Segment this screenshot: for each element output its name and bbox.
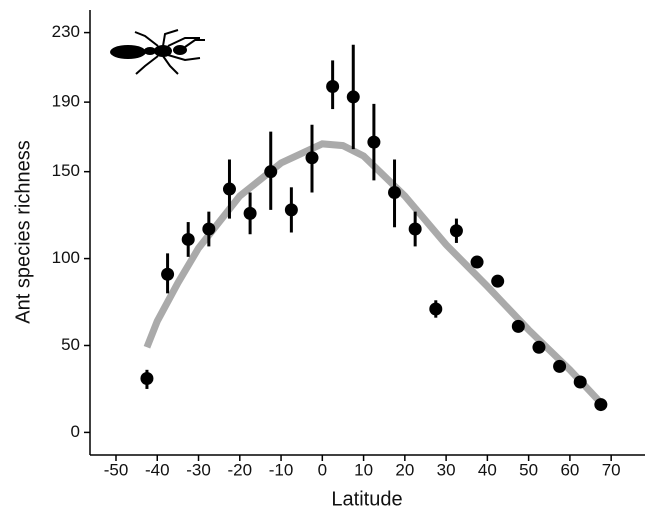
point (181, 232, 195, 246)
x-tick-label: -10 (269, 460, 294, 479)
point (305, 151, 319, 165)
x-tick-label: -30 (186, 460, 211, 479)
y-axis-title: Ant species richness (12, 140, 34, 323)
point (367, 135, 381, 149)
x-tick-label: 50 (519, 460, 538, 479)
x-tick-label: 20 (395, 460, 414, 479)
y-tick-label: 150 (52, 161, 80, 180)
point (346, 90, 360, 104)
x-tick-label: -20 (227, 460, 252, 479)
x-tick-label: 40 (478, 460, 497, 479)
x-tick-label: -50 (104, 460, 129, 479)
point (553, 359, 567, 373)
ant-icon (110, 29, 205, 75)
point (491, 274, 505, 288)
point (222, 182, 236, 196)
point (140, 372, 154, 386)
point (573, 375, 587, 389)
x-axis-title: Latitude (331, 488, 402, 510)
fit-curve (143, 140, 604, 406)
point (429, 302, 443, 316)
y-tick-label: 230 (52, 22, 80, 41)
point (470, 255, 484, 269)
point (264, 165, 278, 179)
point (388, 186, 402, 200)
point (202, 222, 216, 236)
y-tick-label: 50 (61, 335, 80, 354)
x-tick-label: 10 (354, 460, 373, 479)
x-tick-label: 70 (602, 460, 621, 479)
point (511, 319, 525, 333)
point (326, 79, 340, 93)
y-tick-label: 0 (71, 422, 80, 441)
point (449, 224, 463, 238)
point (243, 206, 257, 220)
point (161, 267, 175, 281)
x-tick-label: -40 (145, 460, 170, 479)
x-tick-label: 60 (560, 460, 579, 479)
point (532, 340, 546, 354)
x-tick-label: 30 (437, 460, 456, 479)
x-tick-label: 0 (318, 460, 327, 479)
y-tick-label: 190 (52, 92, 80, 111)
point (594, 398, 608, 412)
point (284, 203, 298, 217)
y-tick-label: 100 (52, 248, 80, 267)
point (408, 222, 422, 236)
